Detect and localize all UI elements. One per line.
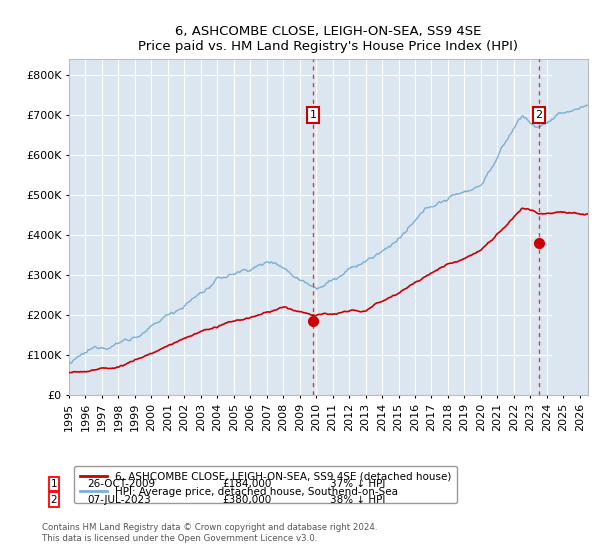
Text: 1: 1 — [310, 110, 317, 120]
Text: 2: 2 — [535, 110, 542, 120]
Title: 6, ASHCOMBE CLOSE, LEIGH-ON-SEA, SS9 4SE
Price paid vs. HM Land Registry's House: 6, ASHCOMBE CLOSE, LEIGH-ON-SEA, SS9 4SE… — [139, 25, 518, 53]
Text: 37% ↓ HPI: 37% ↓ HPI — [330, 479, 385, 489]
Text: £380,000: £380,000 — [222, 494, 271, 505]
Legend: 6, ASHCOMBE CLOSE, LEIGH-ON-SEA, SS9 4SE (detached house), HPI: Average price, d: 6, ASHCOMBE CLOSE, LEIGH-ON-SEA, SS9 4SE… — [74, 465, 457, 503]
Text: Contains HM Land Registry data © Crown copyright and database right 2024.
This d: Contains HM Land Registry data © Crown c… — [42, 524, 377, 543]
Text: 1: 1 — [50, 479, 58, 489]
Text: 38% ↓ HPI: 38% ↓ HPI — [330, 494, 385, 505]
Bar — [552, 59, 588, 395]
Text: 07-JUL-2023: 07-JUL-2023 — [87, 494, 151, 505]
Text: 26-OCT-2009: 26-OCT-2009 — [87, 479, 155, 489]
Text: £184,000: £184,000 — [222, 479, 271, 489]
Text: 2: 2 — [50, 494, 58, 505]
